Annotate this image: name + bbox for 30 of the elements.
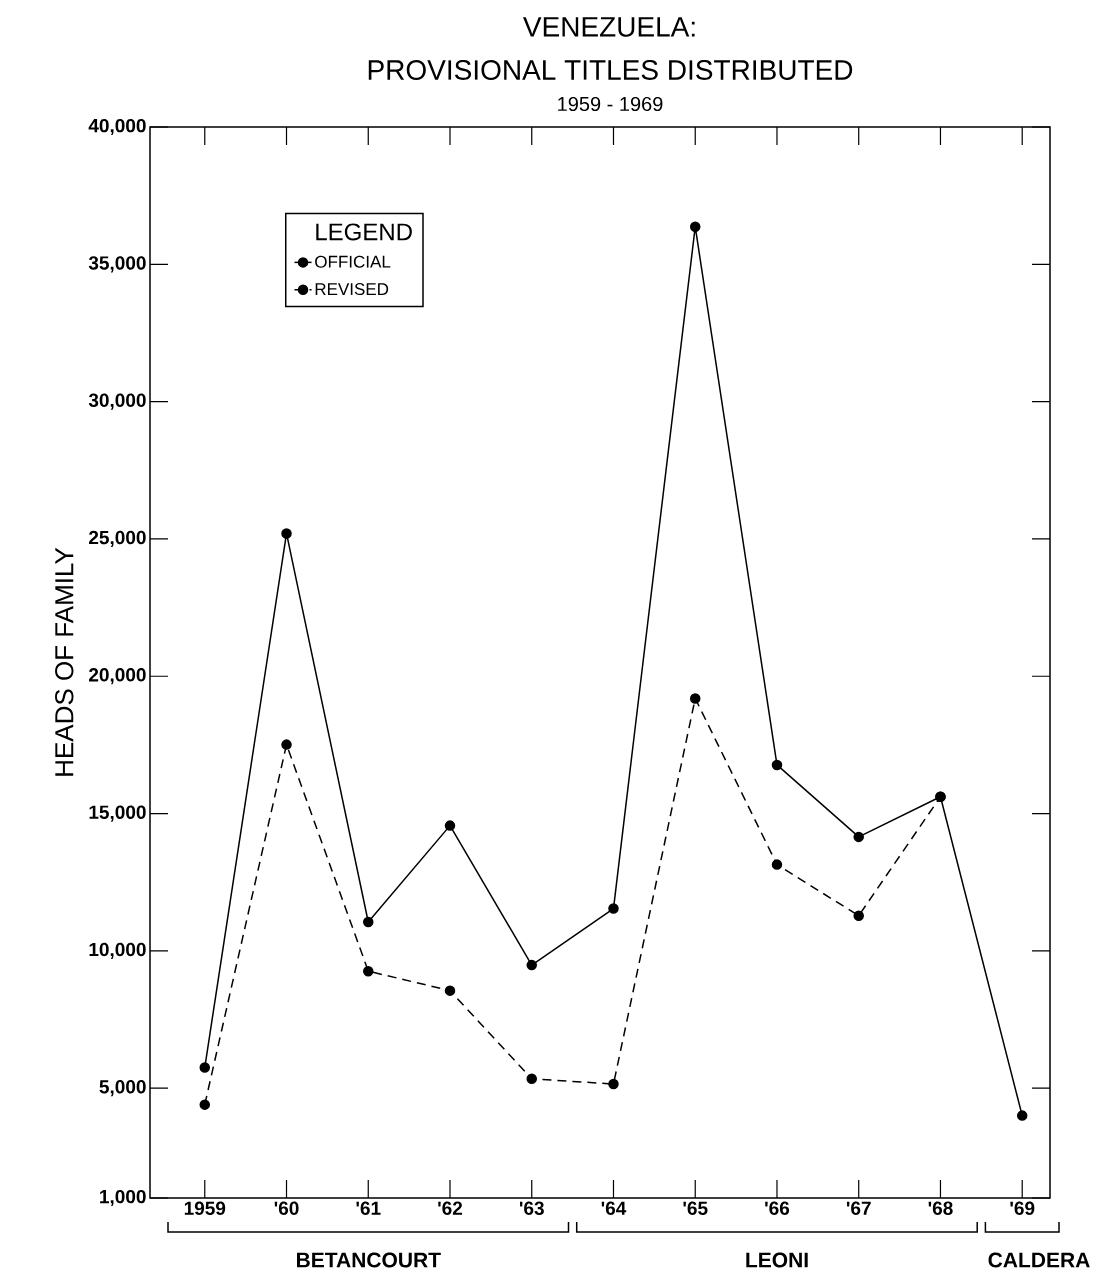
legend-label: OFFICIAL [315, 255, 391, 268]
y-tick-label: 25,000 [89, 530, 146, 548]
x-tick-label: 1959 [185, 1201, 226, 1215]
y-tick-label: 15,000 [89, 805, 146, 822]
text: CALDERA [988, 1252, 1090, 1268]
y-tick-label: 20,000 [89, 668, 146, 685]
y-tick-label: 30,000 [88, 393, 146, 410]
x-tick-label: '69 [1010, 1201, 1035, 1215]
x-tick-label: '61 [356, 1201, 381, 1215]
y-tick-label: 10,000 [89, 942, 146, 959]
y-tick-label: 1,000 [100, 1189, 146, 1207]
legend-title: LEGEND [316, 223, 413, 241]
text: LEONI [746, 1252, 808, 1268]
x-tick-label: '68 [928, 1201, 953, 1215]
x-tick-label: '60 [274, 1201, 299, 1215]
legend-label: REVISED [315, 283, 389, 296]
x-tick-label: '63 [520, 1201, 545, 1216]
x-tick-label: '67 [847, 1201, 871, 1215]
x-tick-label: '64 [601, 1201, 627, 1215]
chart-subtitle: PROVISIONAL TITLES DISTRIBUTED [368, 60, 853, 80]
x-tick-label: '66 [765, 1201, 790, 1215]
chart-title: VENEZUELA: [523, 17, 695, 37]
text: 1959 - 1969 [558, 96, 663, 112]
text: BETANCOURT [297, 1252, 441, 1268]
y-axis-title: HEADS OF FAMILY [55, 547, 74, 776]
x-tick-label: '62 [438, 1201, 463, 1215]
y-tick-label: 35,000 [88, 256, 146, 273]
y-tick-label: 40,000 [88, 118, 146, 136]
x-tick-label: '65 [683, 1201, 708, 1215]
y-tick-label: 5,000 [99, 1080, 146, 1097]
